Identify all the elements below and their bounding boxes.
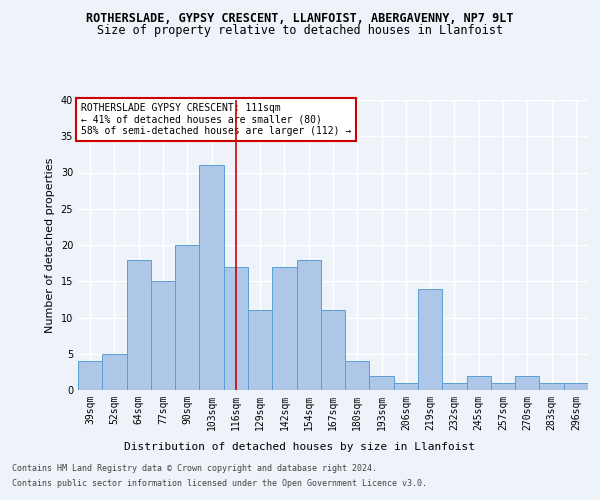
Bar	[248, 310, 272, 390]
Bar	[272, 267, 296, 390]
Text: Contains HM Land Registry data © Crown copyright and database right 2024.: Contains HM Land Registry data © Crown c…	[12, 464, 377, 473]
Bar	[394, 383, 418, 390]
Y-axis label: Number of detached properties: Number of detached properties	[45, 158, 55, 332]
Bar	[296, 260, 321, 390]
Bar	[321, 310, 345, 390]
Bar	[175, 245, 199, 390]
Bar	[199, 165, 224, 390]
Text: Distribution of detached houses by size in Llanfoist: Distribution of detached houses by size …	[125, 442, 476, 452]
Bar	[151, 281, 175, 390]
Text: ROTHERSLADE, GYPSY CRESCENT, LLANFOIST, ABERGAVENNY, NP7 9LT: ROTHERSLADE, GYPSY CRESCENT, LLANFOIST, …	[86, 12, 514, 26]
Text: ROTHERSLADE GYPSY CRESCENT: 111sqm
← 41% of detached houses are smaller (80)
58%: ROTHERSLADE GYPSY CRESCENT: 111sqm ← 41%…	[80, 103, 351, 136]
Bar	[515, 376, 539, 390]
Bar	[78, 361, 102, 390]
Bar	[370, 376, 394, 390]
Bar	[345, 361, 370, 390]
Bar	[564, 383, 588, 390]
Bar	[224, 267, 248, 390]
Bar	[491, 383, 515, 390]
Text: Size of property relative to detached houses in Llanfoist: Size of property relative to detached ho…	[97, 24, 503, 37]
Bar	[442, 383, 467, 390]
Bar	[467, 376, 491, 390]
Bar	[127, 260, 151, 390]
Bar	[418, 288, 442, 390]
Text: Contains public sector information licensed under the Open Government Licence v3: Contains public sector information licen…	[12, 479, 427, 488]
Bar	[539, 383, 564, 390]
Bar	[102, 354, 127, 390]
